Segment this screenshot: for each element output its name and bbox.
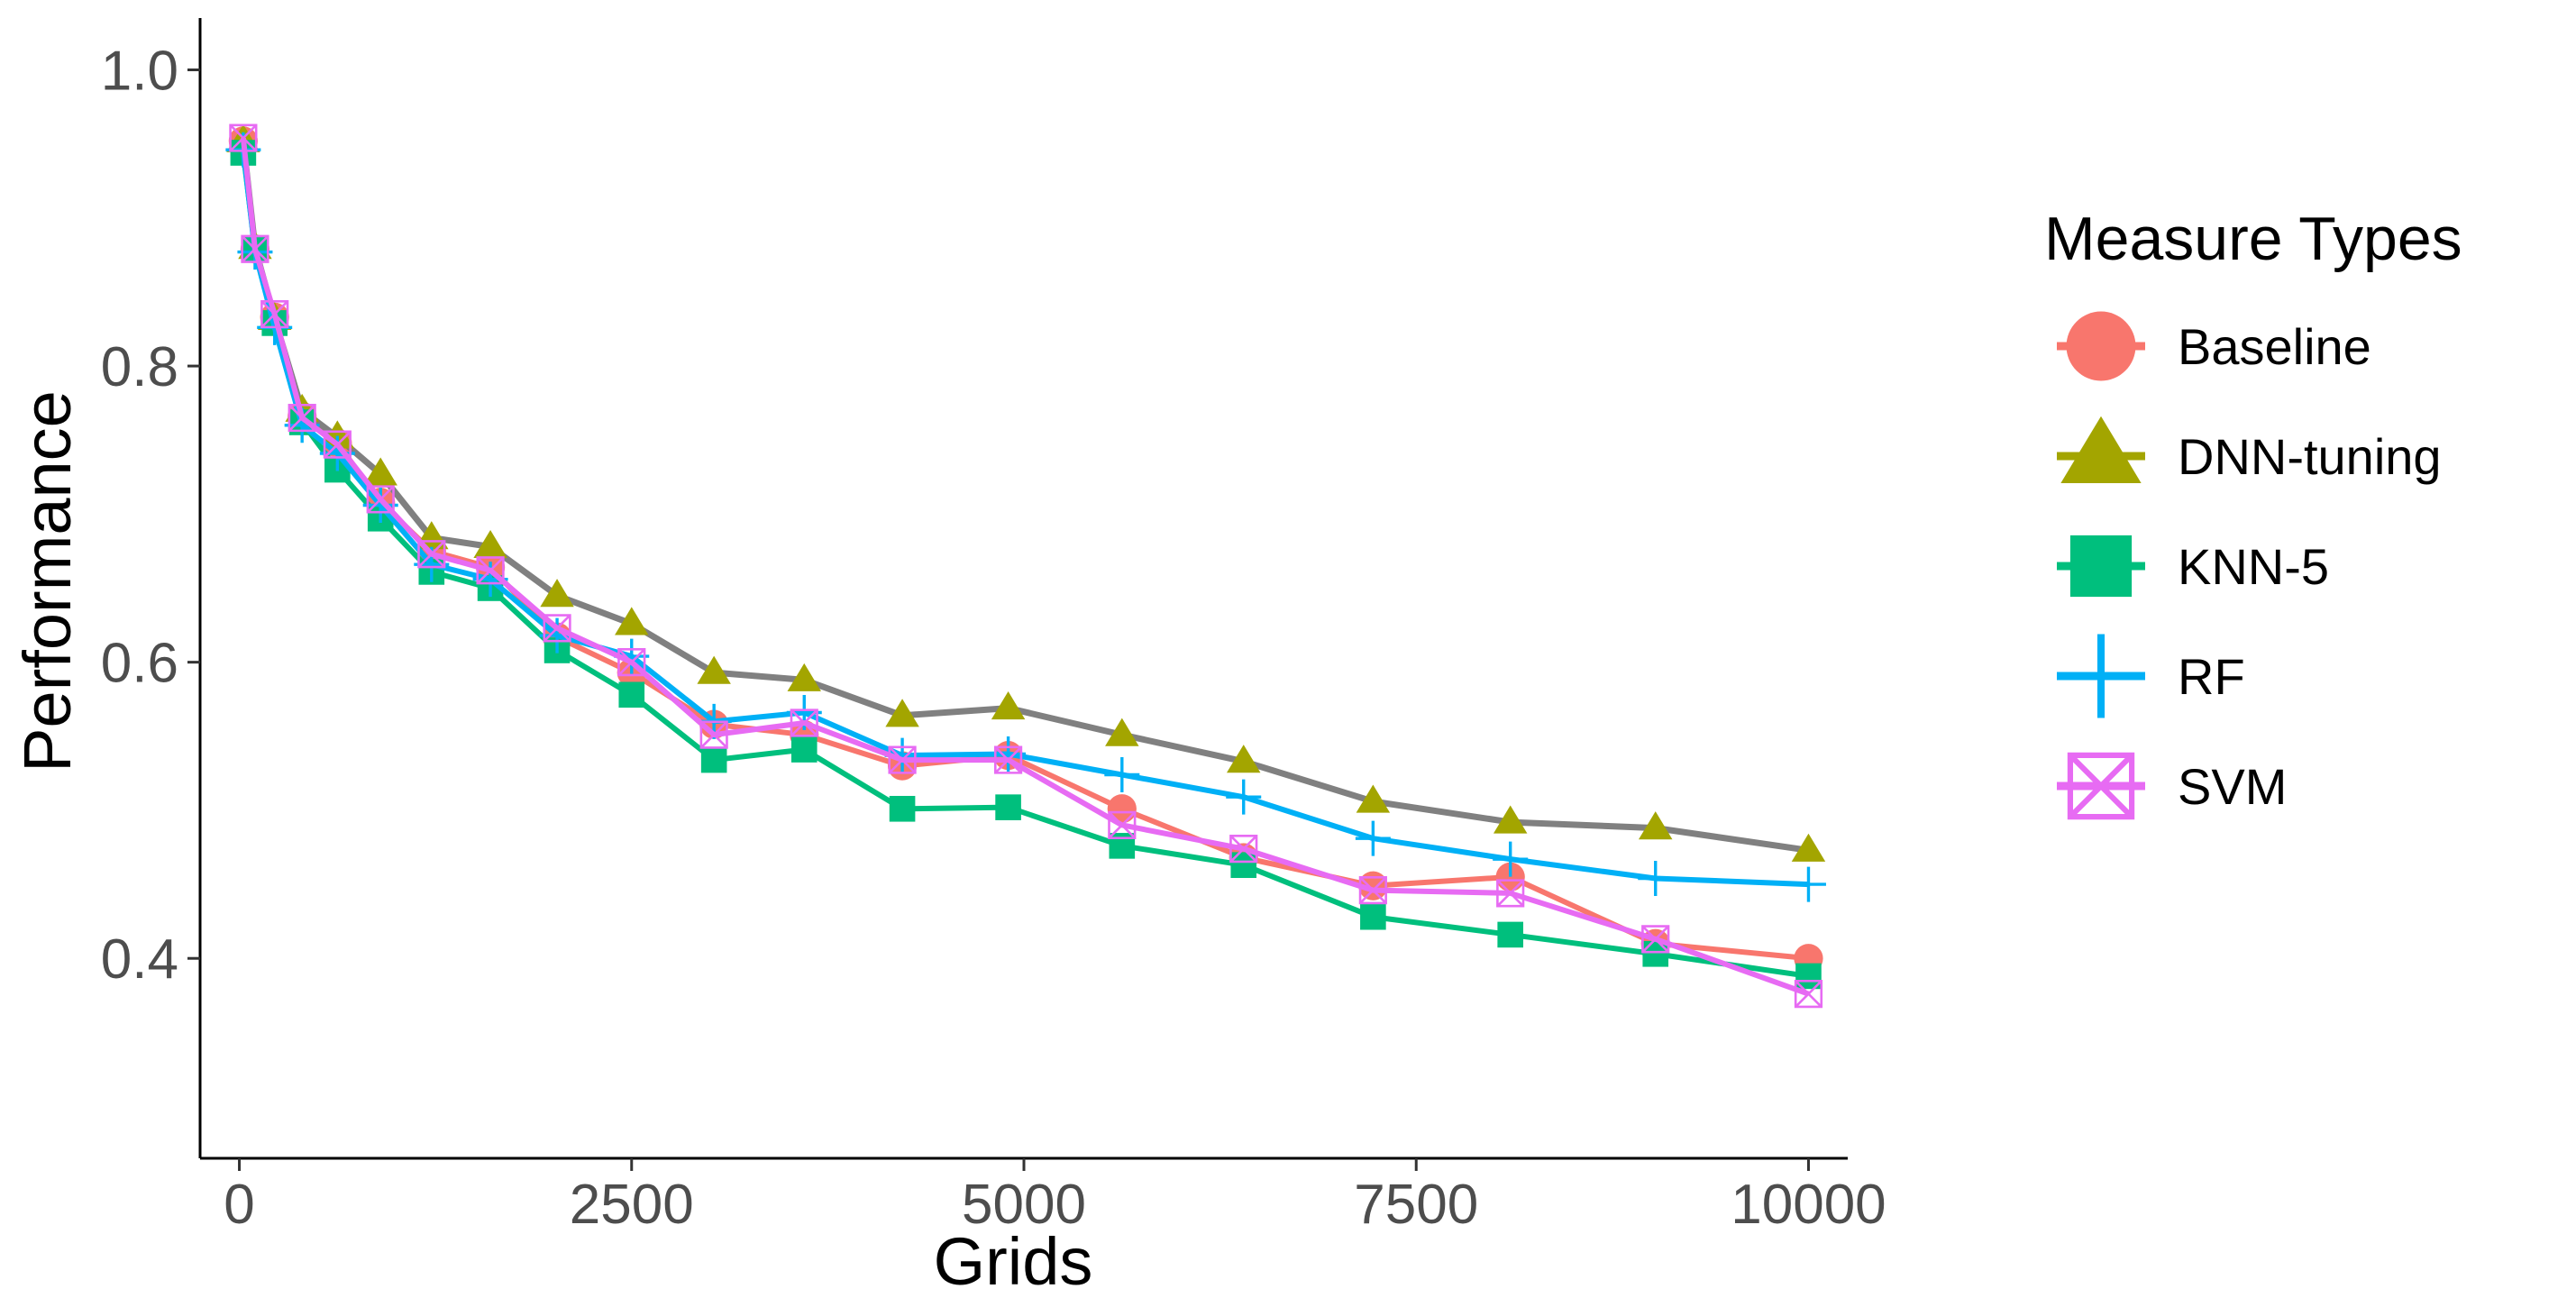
legend-item-baseline: Baseline <box>2057 311 2371 381</box>
data-point-svm <box>543 614 571 643</box>
data-point-dnn-tuning <box>1791 833 1826 862</box>
data-point-dnn-tuning <box>363 457 397 486</box>
legend: Measure Types Baseline DNN-tuning KNN-5 RF S… <box>2044 205 2462 820</box>
data-point-svm <box>1496 879 1525 908</box>
data-point-knn-5 <box>700 746 727 773</box>
series-svm <box>229 123 1823 1009</box>
data-point-svm <box>1108 810 1137 839</box>
data-point-knn-5 <box>889 795 916 822</box>
data-point-dnn-tuning <box>1105 718 1139 746</box>
legend-marker-dnn-tuning <box>2060 416 2142 483</box>
legend-label-baseline: Baseline <box>2178 318 2371 375</box>
data-point-svm <box>888 745 917 774</box>
data-point-knn-5 <box>1497 921 1523 948</box>
series-rf <box>225 132 1826 902</box>
data-point-knn-5 <box>1109 833 1136 859</box>
x-tick-label: 5000 <box>962 1174 1086 1236</box>
x-tick-label: 10000 <box>1731 1174 1886 1236</box>
legend-marker-svm <box>2067 752 2135 820</box>
data-point-dnn-tuning <box>697 655 731 684</box>
data-point-svm <box>1358 876 1387 905</box>
data-point-rf <box>1226 779 1262 815</box>
legend-marker-knn-5 <box>2069 535 2133 598</box>
data-point-svm <box>241 234 269 263</box>
data-point-svm <box>993 745 1023 774</box>
series-line-baseline <box>240 141 1809 962</box>
data-point-svm <box>1229 835 1258 864</box>
data-point-knn-5 <box>1360 903 1386 930</box>
series-line-rf <box>240 149 1809 888</box>
data-point-dnn-tuning <box>1227 745 1261 773</box>
data-point-svm <box>323 430 352 459</box>
y-tick-label: 0.6 <box>101 633 178 695</box>
x-tick-label: 7500 <box>1354 1174 1478 1236</box>
data-point-svm <box>476 556 505 585</box>
legend-label-svm: SVM <box>2178 758 2287 815</box>
data-point-knn-5 <box>790 736 818 763</box>
plot-area: 0 2500 5000 7500 10000 0.4 0.6 0.8 1.0 <box>101 18 1886 1236</box>
legend-label-rf: RF <box>2178 648 2245 705</box>
data-point-dnn-tuning <box>787 663 821 691</box>
series-layer <box>225 123 1826 1009</box>
data-point-rf <box>1493 841 1529 877</box>
data-point-svm <box>288 403 316 433</box>
data-point-rf <box>1104 757 1140 792</box>
y-tick-label: 0.4 <box>101 928 178 991</box>
data-point-svm <box>790 708 818 737</box>
data-point-dnn-tuning <box>1639 811 1673 840</box>
x-tick-label: 0 <box>224 1174 254 1236</box>
data-point-dnn-tuning <box>1356 784 1391 813</box>
legend-item-rf: RF <box>2057 634 2245 718</box>
data-point-svm <box>699 720 728 749</box>
data-point-dnn-tuning <box>991 691 1026 720</box>
data-point-knn-5 <box>995 794 1021 820</box>
data-point-knn-5 <box>1642 940 1669 967</box>
legend-label-dnn-tuning: DNN-tuning <box>2178 428 2442 485</box>
data-point-dnn-tuning <box>615 607 649 635</box>
data-point-dnn-tuning <box>540 579 574 608</box>
y-axis-title: Performance <box>10 390 85 772</box>
legend-marker-baseline <box>2066 311 2136 381</box>
x-axis-title: Grids <box>934 1224 1093 1298</box>
x-ticks: 0 2500 5000 7500 10000 <box>224 1158 1886 1236</box>
legend-items: Baseline DNN-tuning KNN-5 RF SVM <box>2057 311 2442 820</box>
data-point-svm <box>229 123 258 152</box>
data-point-knn-5 <box>618 681 645 708</box>
legend-label-knn-5: KNN-5 <box>2178 538 2329 595</box>
legend-item-knn-5: KNN-5 <box>2057 535 2329 598</box>
data-point-svm <box>260 299 289 329</box>
y-tick-label: 0.8 <box>101 336 178 398</box>
data-point-rf <box>1355 820 1391 856</box>
y-ticks: 0.4 0.6 0.8 1.0 <box>101 41 200 991</box>
data-point-svm <box>417 540 446 569</box>
data-point-baseline <box>1107 794 1137 824</box>
data-point-dnn-tuning <box>1493 805 1528 834</box>
data-point-svm <box>366 485 395 514</box>
series-baseline <box>228 126 1823 974</box>
legend-title: Measure Types <box>2044 205 2462 273</box>
data-point-dnn-tuning <box>473 529 507 559</box>
x-tick-label: 2500 <box>570 1174 694 1236</box>
series-line-dnn-tuning-shadow <box>240 140 1809 854</box>
data-point-dnn-tuning <box>885 699 919 727</box>
data-point-baseline <box>1495 862 1525 891</box>
legend-marker-rf <box>2059 634 2143 718</box>
y-tick-label: 1.0 <box>101 41 178 103</box>
series-dnn-tuning <box>226 123 1826 862</box>
legend-item-svm: SVM <box>2057 752 2287 820</box>
data-point-svm <box>617 648 646 677</box>
data-point-rf <box>1790 866 1826 902</box>
data-point-svm <box>1794 980 1823 1009</box>
data-point-knn-5 <box>1230 852 1257 879</box>
data-point-rf <box>1638 861 1674 896</box>
legend-item-dnn-tuning: DNN-tuning <box>2057 416 2442 485</box>
data-point-svm <box>1641 925 1670 954</box>
